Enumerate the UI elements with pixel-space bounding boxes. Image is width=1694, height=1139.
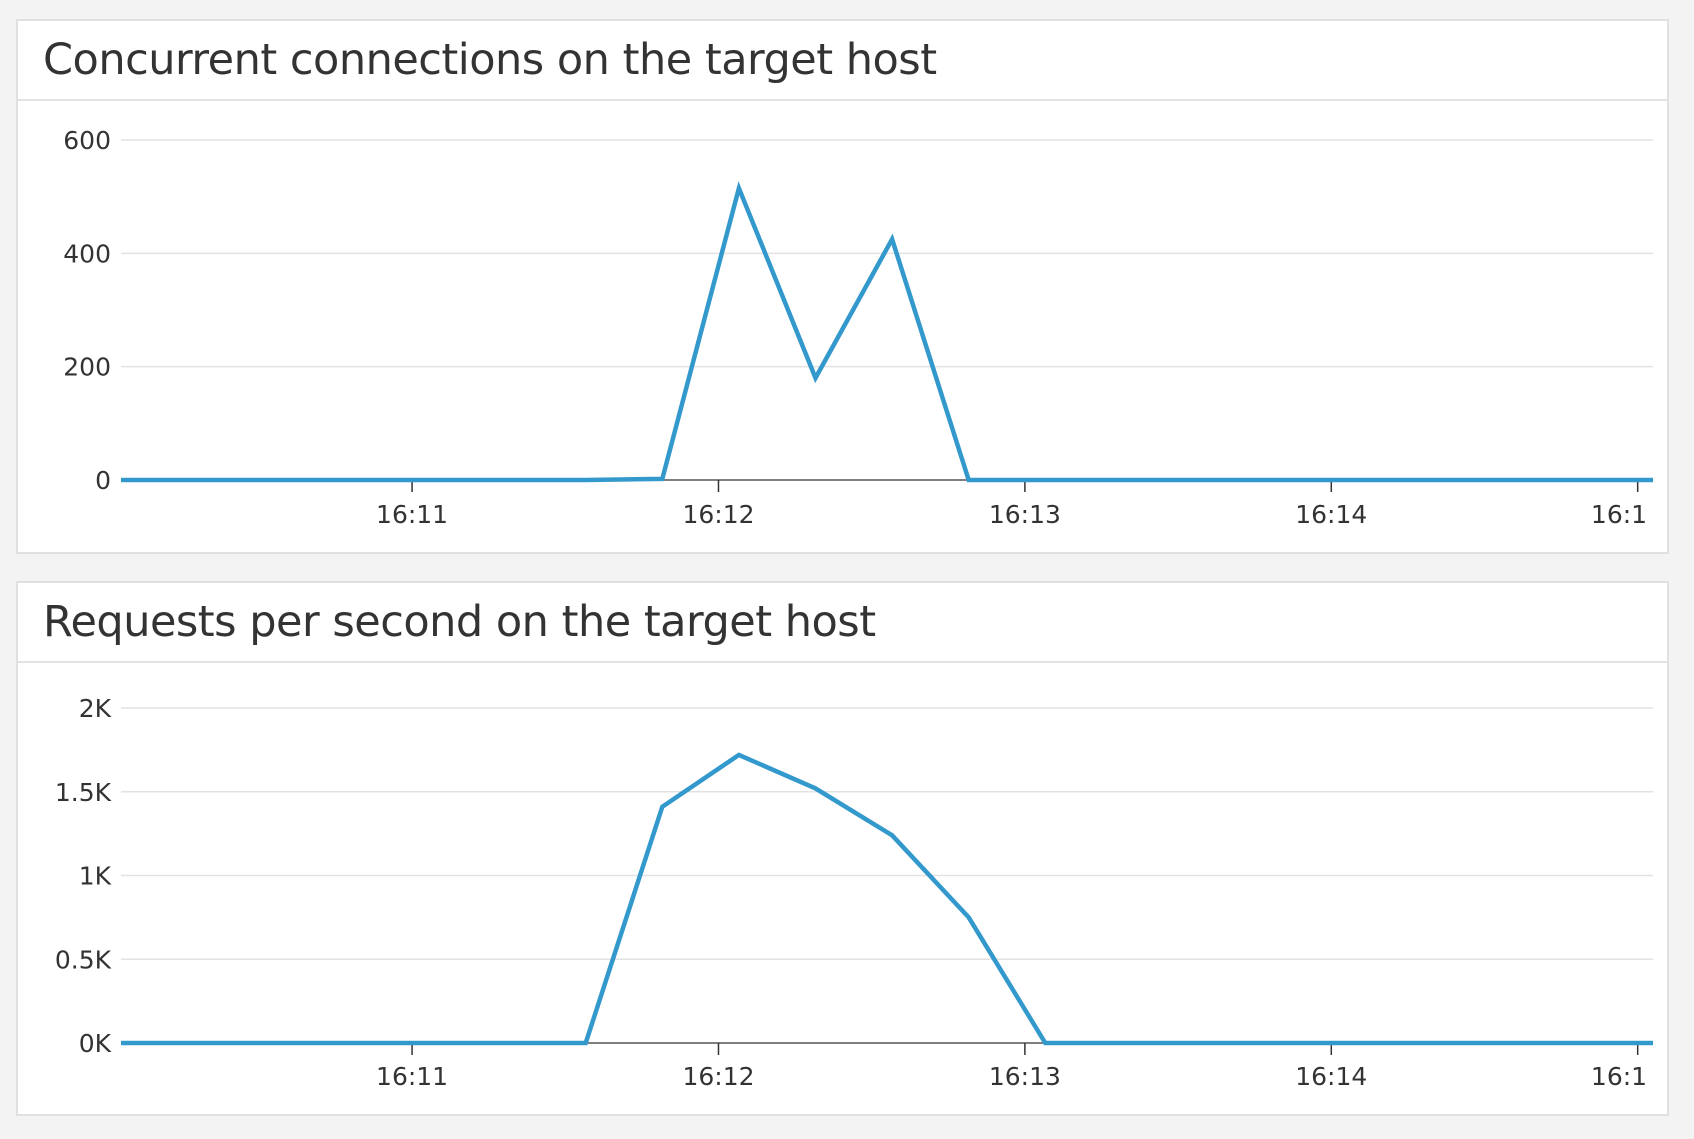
x-tick-label: 16:1 xyxy=(1591,500,1647,529)
series-line xyxy=(121,752,1653,1046)
x-tick-label: 16:1 xyxy=(1591,1062,1647,1091)
y-tick-label: 0 xyxy=(95,466,111,495)
y-tick-label: 0.5K xyxy=(55,945,112,974)
requests-panel: Requests per second on the target host xyxy=(16,581,1669,1116)
y-tick-label: 600 xyxy=(63,126,111,155)
y-tick-label: 1.5K xyxy=(55,778,112,807)
panel-title: Requests per second on the target host xyxy=(43,597,876,647)
x-tick-label: 16:12 xyxy=(682,1062,754,1091)
y-tick-label: 0K xyxy=(79,1029,112,1058)
connections-panel: Concurrent connections on the target hos… xyxy=(16,19,1669,554)
x-tick-label: 16:14 xyxy=(1295,1062,1367,1091)
panel-header: Requests per second on the target host xyxy=(18,583,1667,663)
x-tick-label: 16:12 xyxy=(682,500,754,529)
x-tick-label: 16:13 xyxy=(989,500,1061,529)
panel-title: Concurrent connections on the target hos… xyxy=(43,35,937,85)
x-tick-label: 16:13 xyxy=(989,1062,1061,1091)
y-tick-label: 1K xyxy=(79,862,112,891)
y-tick-label: 2K xyxy=(79,694,112,723)
x-tick-label: 16:11 xyxy=(376,1062,448,1091)
x-tick-label: 16:14 xyxy=(1295,500,1367,529)
panel-header: Concurrent connections on the target hos… xyxy=(18,21,1667,101)
y-tick-label: 400 xyxy=(63,239,111,268)
x-tick-label: 16:11 xyxy=(376,500,448,529)
y-tick-label: 200 xyxy=(63,353,111,382)
